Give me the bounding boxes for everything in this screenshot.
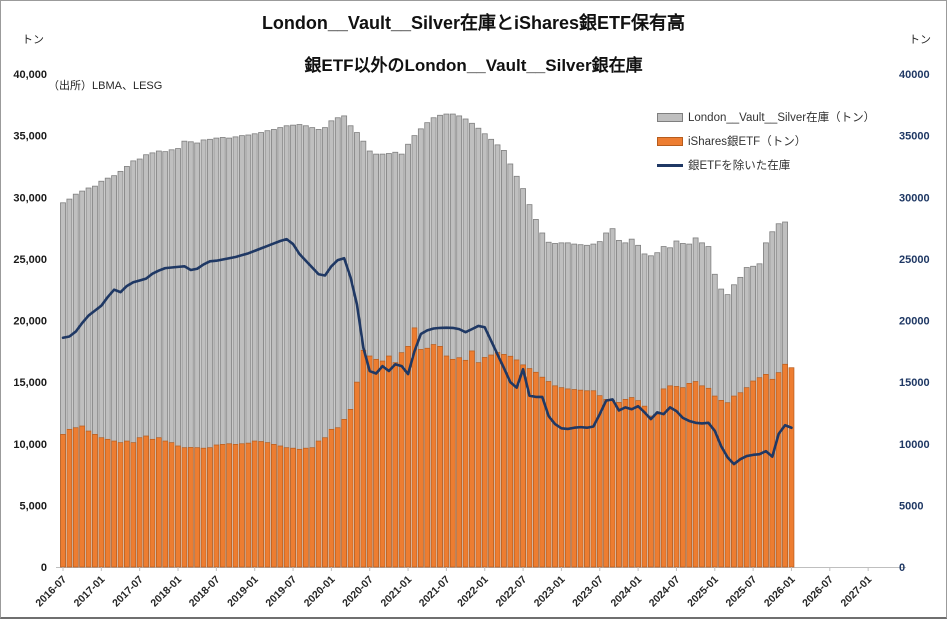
svg-text:20,000: 20,000: [13, 316, 47, 328]
legend-label: iShares銀ETF（トン）: [688, 136, 807, 148]
svg-text:15,000: 15,000: [13, 377, 47, 389]
svg-text:2021-07: 2021-07: [417, 574, 453, 610]
svg-text:40000: 40000: [899, 69, 930, 81]
svg-text:2027-01: 2027-01: [838, 574, 874, 610]
svg-text:2023-01: 2023-01: [532, 574, 568, 610]
svg-text:20000: 20000: [899, 316, 930, 328]
svg-text:10000: 10000: [899, 439, 930, 451]
svg-text:30,000: 30,000: [13, 192, 47, 204]
svg-text:2022-01: 2022-01: [455, 574, 491, 610]
legend-item-ishares-etf: iShares銀ETF（トン）: [657, 129, 875, 153]
svg-text:35,000: 35,000: [13, 131, 47, 143]
svg-text:2018-07: 2018-07: [187, 574, 223, 610]
svg-text:2026-01: 2026-01: [762, 574, 798, 610]
legend-item-total-inventory: London__Vault__Silver在庫（トン）: [657, 105, 875, 129]
svg-text:2026-07: 2026-07: [800, 574, 836, 610]
svg-text:2025-07: 2025-07: [723, 574, 759, 610]
svg-text:5000: 5000: [899, 500, 923, 512]
svg-text:2024-07: 2024-07: [647, 574, 683, 610]
svg-text:2021-01: 2021-01: [378, 574, 414, 610]
svg-text:2016-07: 2016-07: [33, 574, 69, 610]
svg-text:2017-01: 2017-01: [72, 574, 108, 610]
chart-subtitle: 銀ETF以外のLondon__Vault__Silver銀在庫: [304, 56, 643, 75]
svg-text:2019-07: 2019-07: [263, 574, 299, 610]
left-axis-unit-label: トン: [22, 34, 44, 46]
ex-etf-inventory-line: [61, 237, 793, 466]
source-note: （出所）LBMA、LESG: [48, 80, 163, 92]
svg-text:2024-01: 2024-01: [608, 574, 644, 610]
right-axis-unit-label: トン: [909, 34, 931, 46]
left-axis-tick-labels: 0 5,000 10,000 15,000 20,000 25,000 30,000 35,0…: [13, 69, 47, 574]
svg-text:25000: 25000: [899, 254, 930, 266]
svg-text:35000: 35000: [899, 131, 930, 143]
svg-text:5,000: 5,000: [19, 500, 47, 512]
legend-label: London__Vault__Silver在庫（トン）: [688, 112, 876, 124]
chart-title: London__Vault__Silver在庫とiShares銀ETF保有高: [261, 13, 686, 33]
svg-text:2023-07: 2023-07: [570, 574, 606, 610]
legend: London__Vault__Silver在庫（トン） iShares銀ETF（…: [657, 105, 875, 177]
orange-bar-swatch-icon: [657, 136, 683, 146]
svg-text:40,000: 40,000: [13, 69, 47, 81]
svg-text:2025-01: 2025-01: [685, 574, 721, 610]
x-axis-tick-labels: 2016-07 2017-01 2017-07 2018-01 2018-07 2019-…: [33, 567, 874, 609]
gray-bar-swatch-icon: [657, 112, 683, 122]
ishares-etf-bars: [60, 327, 795, 568]
svg-text:25,000: 25,000: [13, 254, 47, 266]
svg-text:2018-01: 2018-01: [148, 574, 184, 610]
svg-text:2022-07: 2022-07: [493, 574, 529, 610]
svg-text:2020-07: 2020-07: [340, 574, 376, 610]
svg-text:2019-01: 2019-01: [225, 574, 261, 610]
legend-label: 銀ETFを除いた在庫: [688, 160, 791, 172]
navy-line-swatch-icon: [657, 163, 683, 167]
svg-text:30000: 30000: [899, 192, 930, 204]
svg-text:2020-01: 2020-01: [302, 574, 338, 610]
svg-text:15000: 15000: [899, 377, 930, 389]
svg-text:2017-07: 2017-07: [110, 574, 146, 610]
svg-text:0: 0: [41, 562, 47, 574]
legend-item-ex-etf-line: 銀ETFを除いた在庫: [657, 153, 875, 177]
svg-text:10,000: 10,000: [13, 439, 47, 451]
svg-text:0: 0: [899, 562, 905, 574]
right-axis-tick-labels: 0 5000 10000 15000 20000 25000 30000 35000 40000: [899, 69, 930, 574]
